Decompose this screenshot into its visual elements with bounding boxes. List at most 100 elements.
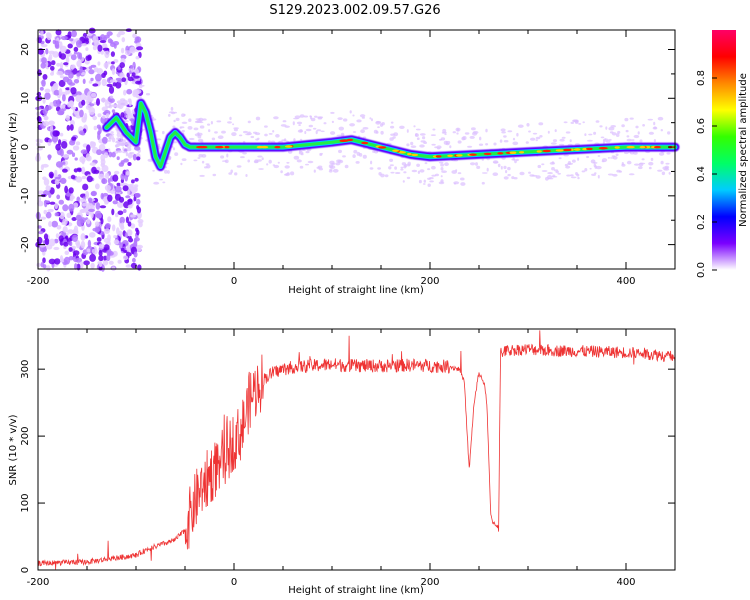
noise-speckle — [65, 114, 71, 121]
noise-speckle — [56, 62, 61, 67]
halo-speckle — [394, 166, 397, 170]
halo-speckle — [332, 168, 339, 173]
noise-speckle — [39, 86, 44, 91]
noise-speckle — [112, 82, 117, 87]
noise-speckle — [118, 230, 123, 237]
noise-speckle — [64, 250, 70, 255]
colorbar-tick-label: 0.6 — [696, 118, 707, 134]
halo-speckle — [220, 155, 225, 159]
halo-speckle — [175, 117, 180, 121]
halo-speckle — [170, 106, 174, 111]
noise-speckle — [99, 205, 107, 209]
halo-speckle — [570, 176, 577, 179]
noise-speckle — [59, 61, 64, 70]
halo-speckle — [457, 140, 462, 144]
noise-speckle — [93, 169, 100, 174]
noise-speckle — [116, 132, 121, 138]
noise-speckle — [72, 145, 80, 151]
noise-speckle — [81, 202, 87, 207]
halo-speckle — [621, 163, 626, 167]
noise-speckle — [88, 66, 93, 70]
halo-speckle — [611, 132, 617, 136]
halo-speckle — [464, 132, 470, 135]
halo-speckle — [317, 116, 323, 120]
halo-speckle — [584, 133, 587, 137]
noise-speckle — [96, 149, 102, 156]
halo-speckle — [402, 180, 405, 183]
halo-speckle — [400, 168, 404, 171]
halo-speckle — [115, 144, 118, 148]
halo-speckle — [431, 143, 436, 146]
noise-speckle — [56, 70, 64, 76]
noise-speckle — [115, 213, 119, 218]
halo-speckle — [411, 169, 418, 173]
noise-speckle — [40, 29, 44, 37]
noise-speckle — [52, 130, 60, 137]
noise-speckle — [130, 223, 136, 229]
ridge-hotspot — [542, 149, 551, 153]
noise-speckle — [37, 200, 44, 207]
halo-speckle — [455, 169, 458, 172]
y-tick-label: -20 — [20, 236, 31, 252]
halo-speckle — [563, 154, 569, 157]
halo-speckle — [264, 133, 268, 137]
halo-speckle — [136, 95, 142, 99]
halo-speckle — [395, 172, 401, 174]
noise-speckle — [93, 67, 99, 73]
halo-speckle — [247, 131, 251, 134]
halo-speckle — [600, 136, 605, 139]
noise-speckle — [103, 62, 109, 69]
halo-speckle — [389, 158, 394, 162]
noise-speckle — [81, 166, 86, 175]
noise-speckle — [133, 75, 140, 79]
noise-speckle — [127, 76, 134, 82]
y-tick-label: 0 — [20, 144, 31, 150]
halo-speckle — [618, 170, 623, 173]
noise-speckle — [120, 222, 124, 229]
noise-speckle — [96, 237, 102, 242]
noise-speckle — [104, 34, 110, 39]
noise-speckle — [97, 132, 101, 141]
noise-speckle — [79, 109, 84, 118]
halo-speckle — [637, 131, 640, 135]
noise-speckle — [107, 234, 111, 242]
halo-speckle — [228, 172, 233, 175]
y-tick-label: 200 — [20, 427, 31, 446]
noise-speckle — [111, 137, 116, 143]
halo-speckle — [444, 162, 449, 167]
halo-speckle — [299, 129, 303, 133]
halo-speckle — [626, 138, 632, 142]
noise-speckle — [131, 118, 135, 125]
halo-speckle — [245, 174, 248, 177]
halo-speckle — [313, 127, 317, 130]
noise-speckle — [73, 225, 79, 234]
snr-frame — [37, 328, 676, 571]
halo-speckle — [299, 114, 305, 118]
noise-speckle — [96, 213, 102, 219]
noise-speckle — [92, 227, 99, 232]
noise-speckle — [134, 177, 139, 182]
noise-speckle — [129, 46, 136, 54]
noise-speckle — [105, 223, 111, 229]
halo-speckle — [561, 136, 566, 139]
halo-speckle — [607, 157, 611, 159]
noise-speckle — [127, 204, 133, 209]
x-tick-label: 400 — [616, 276, 635, 287]
noise-speckle — [61, 104, 66, 109]
halo-speckle — [257, 159, 262, 162]
noise-speckle — [51, 60, 56, 66]
halo-speckle — [381, 122, 385, 126]
halo-speckle — [390, 121, 394, 124]
noise-speckle — [104, 184, 111, 191]
noise-speckle — [50, 72, 54, 76]
noise-speckle — [62, 154, 70, 158]
noise-speckle — [105, 113, 110, 118]
noise-speckle — [54, 169, 58, 176]
halo-speckle — [653, 121, 656, 126]
noise-speckle — [109, 79, 117, 84]
halo-speckle — [410, 141, 414, 146]
halo-speckle — [229, 116, 232, 121]
halo-speckle — [110, 131, 114, 134]
noise-speckle — [45, 48, 49, 55]
noise-speckle — [37, 37, 42, 44]
